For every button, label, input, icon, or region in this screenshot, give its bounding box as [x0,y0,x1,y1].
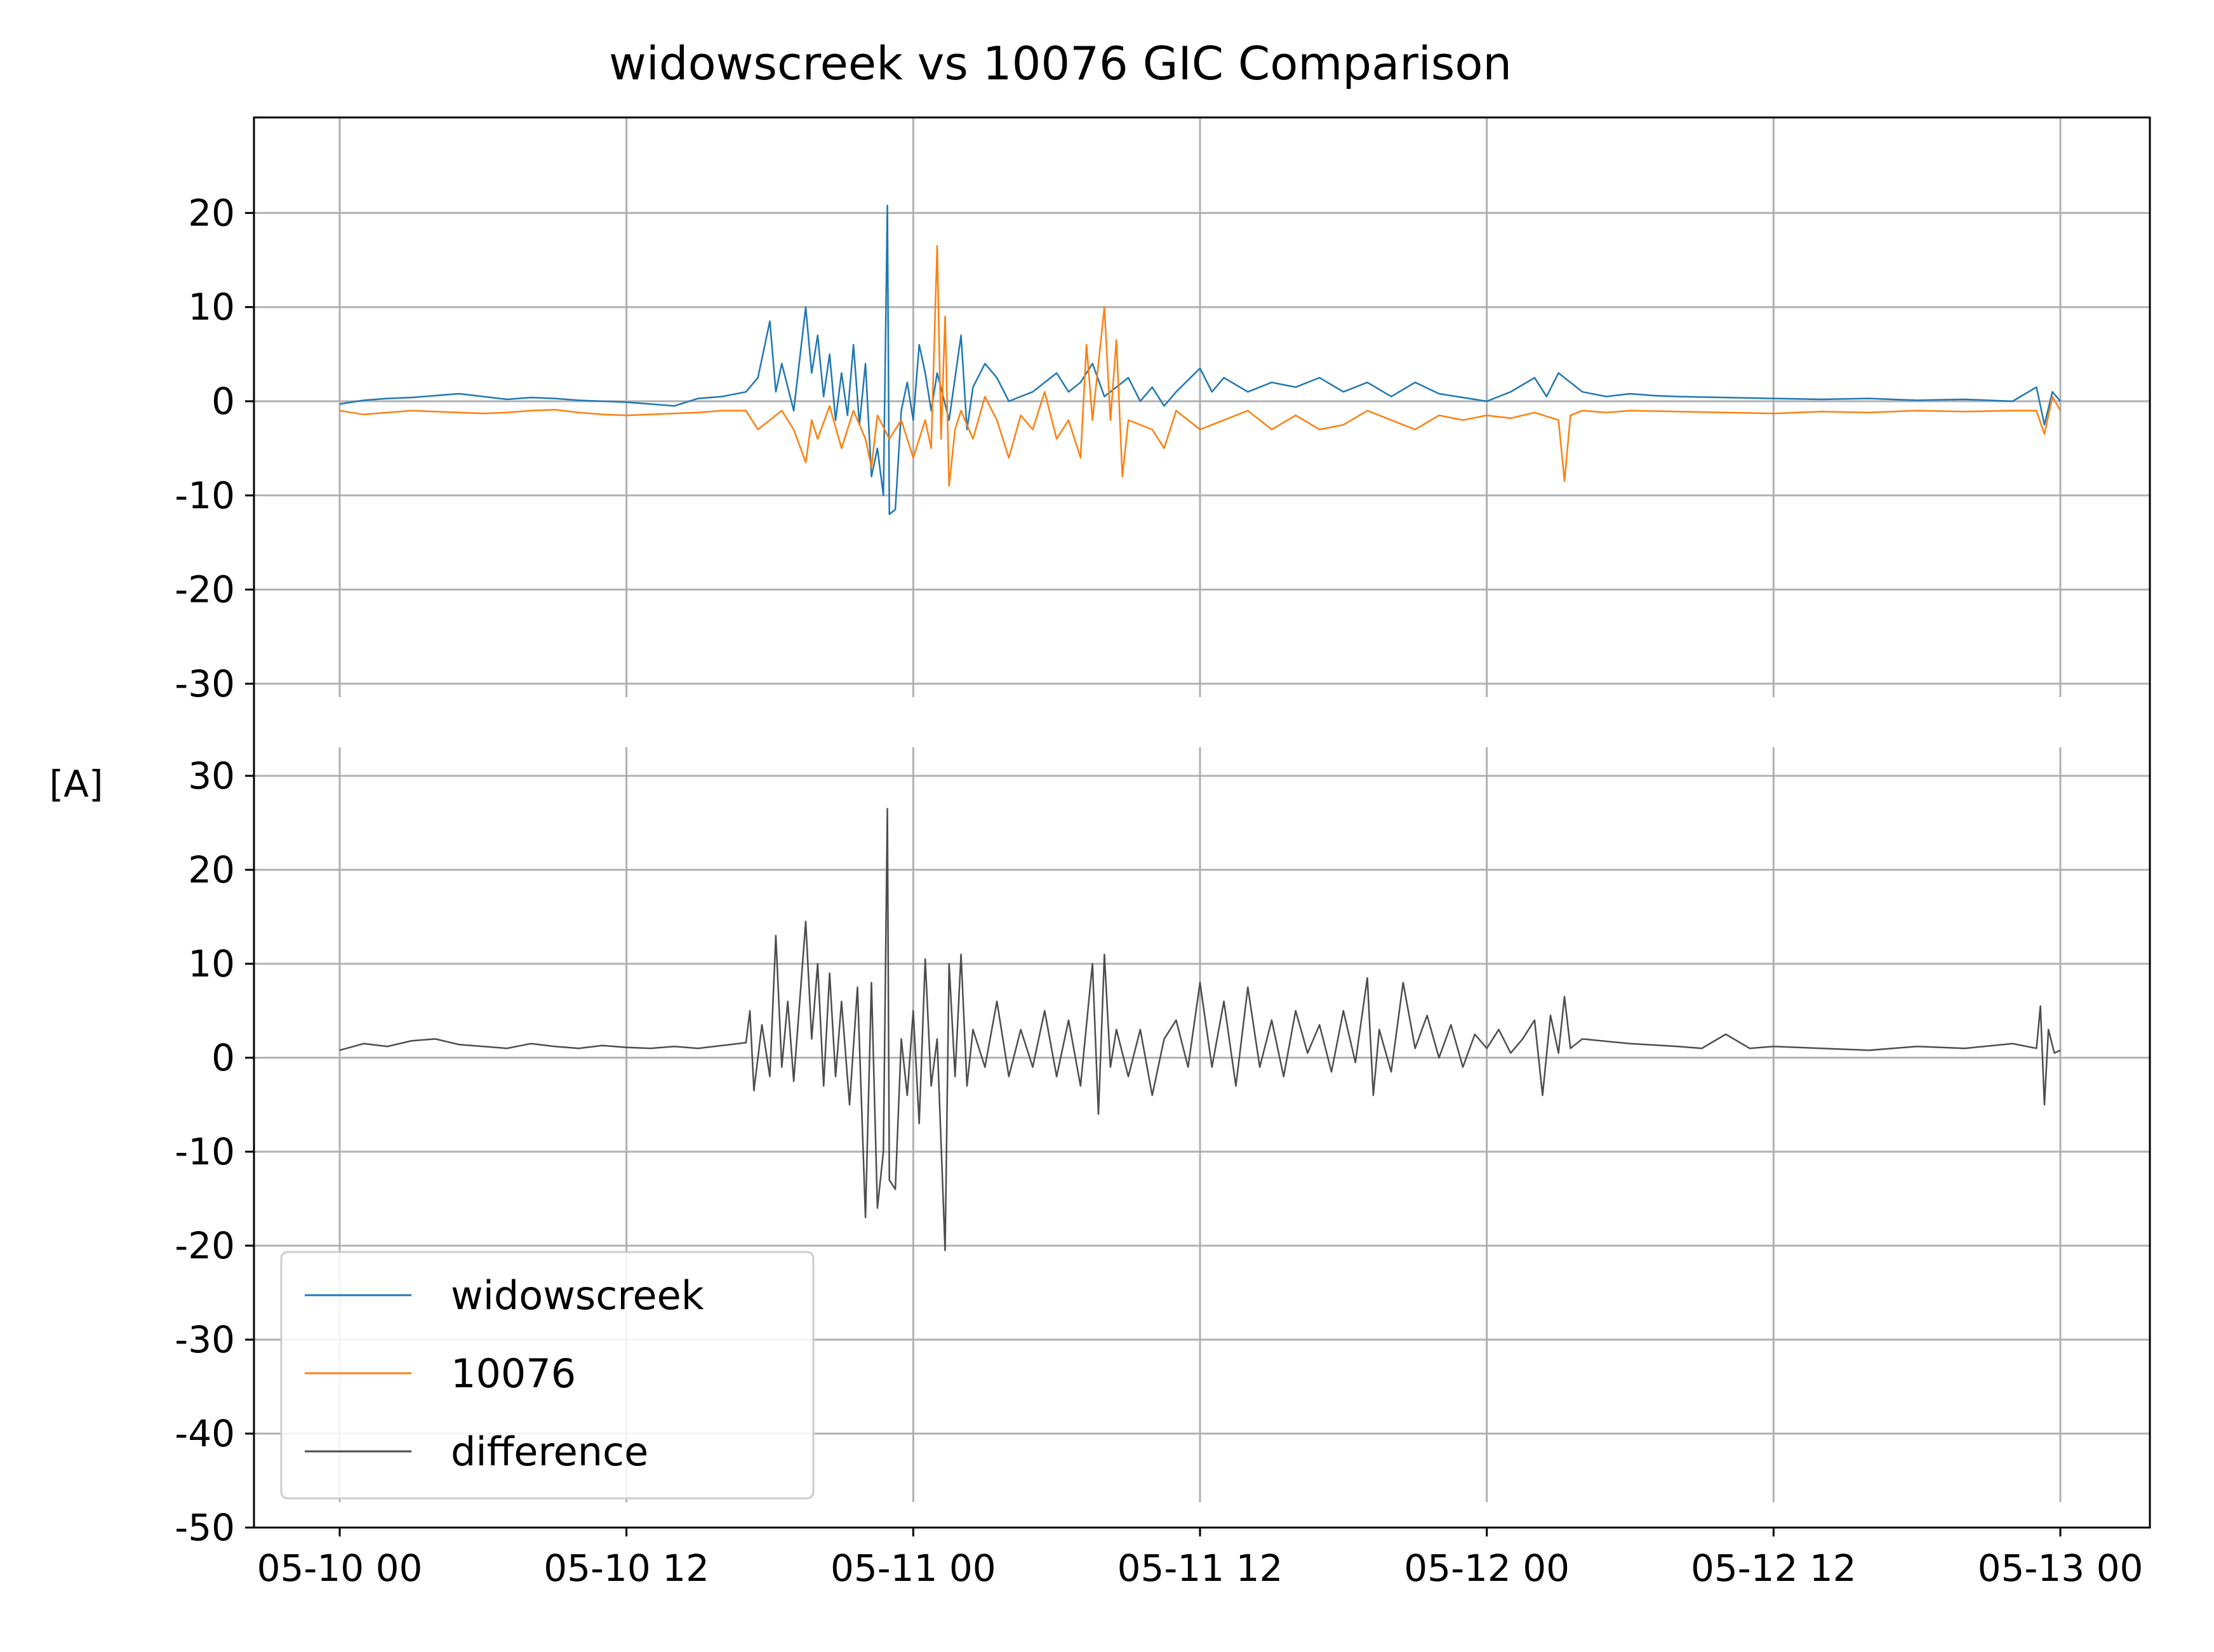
y-tick-label: 20 [188,848,235,891]
legend: widowscreek 10076 difference [280,1251,815,1500]
y-tick-label: -30 [175,662,235,705]
legend-label-widowscreek: widowscreek [451,1272,704,1319]
y-tick-label: -10 [175,1130,235,1173]
y-tick-label: 30 [188,754,235,797]
top-panel-series [339,204,2062,516]
x-tick-label: 05-11 12 [1117,1547,1283,1590]
legend-frame [280,1251,815,1500]
y-tick-label: 20 [188,191,235,234]
plot-frame [253,116,2151,1529]
chart-title: widowscreek vs 10076 GIC Comparison [609,37,1512,90]
y-axis-label: [A] [50,763,103,806]
y-tick-label: -30 [175,1318,235,1361]
gridlines [254,117,2150,1529]
series-line-widowscreek [339,204,2061,516]
y-tick-label: -40 [175,1412,235,1455]
series-line-10076 [339,245,2062,487]
legend-label-10076: 10076 [451,1350,576,1397]
y-tick-label: -20 [175,1224,235,1267]
y-tick-label: -20 [175,568,235,611]
y-tick-label: 10 [188,286,235,329]
x-tick-label: 05-10 12 [543,1547,709,1590]
y-tick-label: 10 [188,942,235,985]
x-tick-label: 05-12 00 [1404,1547,1570,1590]
x-tick-label: 05-13 00 [1978,1547,2144,1590]
x-tick-label: 05-11 00 [830,1547,996,1590]
y-tick-label: 0 [211,1036,235,1079]
y-tick-label: 0 [211,380,235,423]
legend-label-difference: difference [451,1429,648,1475]
series-line-difference [339,808,2061,1251]
x-tick-label: 05-10 00 [257,1547,423,1590]
y-tick-label: -50 [175,1506,235,1549]
axis-ticks: 05-10 00 05-10 12 05-11 00 05-11 12 05-12 00… [175,191,2143,1590]
x-tick-label: 05-12 12 [1691,1547,1857,1590]
bottom-panel-series [339,808,2061,1251]
y-tick-label: -10 [175,474,235,517]
